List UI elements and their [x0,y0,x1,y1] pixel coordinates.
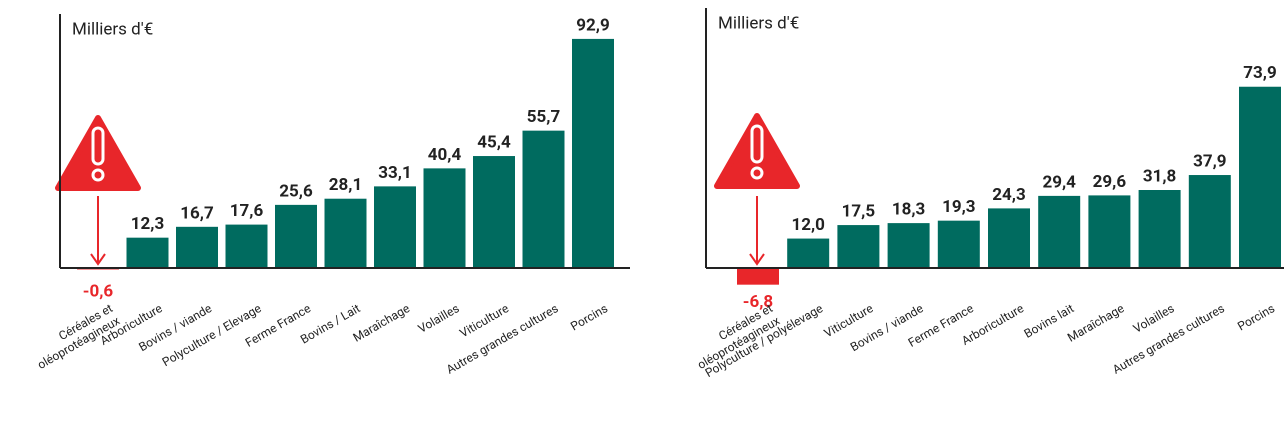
value-label: 12,0 [791,215,824,235]
x-tick-label: Maraîchage [351,301,412,345]
x-tick-label: Porcins [568,301,610,333]
bar [937,220,980,268]
value-label: 29,4 [1042,172,1076,192]
y-axis-label: Milliers d'€ [718,13,799,33]
bar [176,226,218,268]
value-label: -6,8 [743,292,773,312]
bar [423,168,466,268]
x-tick-label: Maraîchage [1065,301,1126,345]
bar [126,237,169,268]
value-label: 25,6 [279,181,313,201]
x-tick-label: Porcins [1235,301,1277,333]
value-label: 55,7 [527,107,561,127]
value-label: 37,9 [1193,152,1226,172]
value-label: 45,4 [477,133,511,153]
y-axis-label: Milliers d'€ [72,19,153,39]
value-label: 17,6 [230,201,264,221]
bar [988,208,1030,268]
value-label: -0,6 [83,281,114,301]
value-label: 16,7 [180,203,214,223]
bar [737,268,779,285]
value-label: 24,3 [992,185,1025,205]
value-label: 33,1 [378,163,411,183]
bar [1239,86,1281,269]
value-label: 28,1 [329,175,362,195]
bar [1138,190,1181,268]
value-label: 12,3 [131,214,164,234]
bar [522,130,565,268]
value-label: 40,4 [428,145,462,165]
value-label: 19,3 [942,197,975,217]
bar [1088,195,1131,268]
bar [275,204,317,268]
bar [572,38,614,268]
bar [225,224,268,268]
value-label: 18,3 [892,200,925,220]
value-label: 31,8 [1143,166,1176,186]
value-label: 29,6 [1093,172,1127,192]
value-label: 17,5 [842,202,876,222]
bar [1188,175,1231,268]
bar [324,198,367,268]
bar [374,186,416,268]
warning-1 [55,115,141,266]
bar [1038,195,1081,268]
value-label: 92,9 [576,15,609,35]
x-tick-label: Volailles [416,301,462,336]
bar [887,223,930,268]
value-label: 73,9 [1243,63,1276,83]
warning-2 [714,113,800,266]
bar [473,156,515,268]
bar [837,225,880,268]
bar [787,238,830,268]
